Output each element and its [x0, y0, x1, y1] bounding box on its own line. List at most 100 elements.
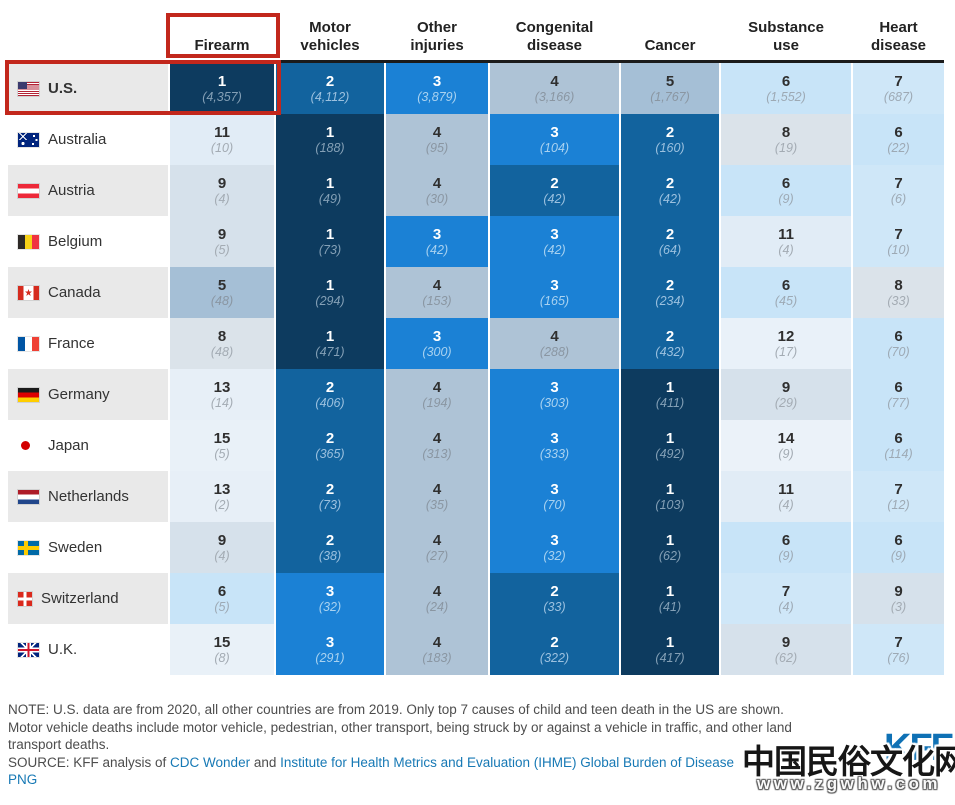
country-label: Belgium: [8, 216, 168, 267]
rank-cell: 6 (70): [853, 318, 944, 369]
rank-cell: 1 (417): [621, 624, 719, 675]
death-count: (4,357): [202, 89, 242, 104]
note-line-3: transport deaths.: [8, 737, 110, 752]
kff-logo: KFF: [884, 727, 954, 769]
death-count: (406): [315, 395, 345, 410]
source-mid: and: [250, 754, 281, 770]
death-count: (49): [318, 191, 342, 206]
rank-cell: 6 (9): [721, 522, 851, 573]
death-count: (1,767): [650, 89, 690, 104]
death-count: (4): [778, 242, 794, 257]
death-count: (471): [315, 344, 345, 359]
rank-cell: 4 (194): [386, 369, 488, 420]
death-count: (3,879): [417, 89, 457, 104]
rank-cell: 6 (5): [170, 573, 274, 624]
rank-value: 7: [894, 633, 903, 651]
rank-cell: 11 (10): [170, 114, 274, 165]
death-count: (4): [778, 599, 794, 614]
rank-cell: 1 (492): [621, 420, 719, 471]
death-count: (22): [887, 140, 910, 155]
rank-cell: 9 (62): [721, 624, 851, 675]
nl-flag-icon: [18, 489, 39, 504]
rank-value: 9: [781, 633, 791, 651]
rank-value: 7: [894, 480, 903, 498]
death-count: (9): [890, 548, 907, 563]
death-count: (70): [887, 344, 910, 359]
rank-cell: 3 (104): [490, 114, 619, 165]
rank-value: 3: [325, 582, 335, 600]
death-count: (32): [543, 548, 566, 563]
death-count: (2): [214, 497, 230, 512]
rank-cell: 2 (42): [621, 165, 719, 216]
cdc-wonder-link[interactable]: CDC Wonder: [170, 754, 251, 770]
country-label: Germany: [8, 369, 168, 420]
rank-value: 2: [550, 174, 559, 192]
rank-value: 5: [217, 276, 227, 294]
png-download-link[interactable]: PNG: [8, 772, 38, 787]
country-label: Canada: [8, 267, 168, 318]
ca-flag-icon: [18, 285, 39, 300]
rank-cell: 3 (32): [490, 522, 619, 573]
rank-cell: 2 (42): [490, 165, 619, 216]
watermark-site-url: www.zgwhw.com: [757, 774, 942, 793]
death-count: (76): [887, 650, 910, 665]
death-count: (411): [655, 395, 685, 410]
death-count: (38): [318, 548, 342, 563]
death-count: (194): [422, 395, 452, 410]
rank-value: 1: [325, 174, 335, 192]
rank-value: 2: [325, 429, 335, 447]
death-count: (19): [774, 140, 798, 155]
rank-cell: 3 (32): [276, 573, 384, 624]
rank-cell: 4 (153): [386, 267, 488, 318]
rank-value: 4: [432, 429, 442, 447]
death-count: (5): [214, 242, 230, 257]
be-flag-icon: [18, 234, 39, 249]
rank-value: 6: [781, 72, 791, 90]
rank-value: 1: [325, 276, 335, 294]
death-count: (4): [214, 191, 230, 206]
rank-value: 2: [325, 72, 335, 90]
rank-cell: 2 (73): [276, 471, 384, 522]
country-name: Sweden: [48, 539, 103, 556]
rank-value: 7: [894, 174, 903, 192]
header-divider: [8, 60, 944, 63]
rank-value: 4: [432, 480, 442, 498]
rank-cell: 13 (14): [170, 369, 274, 420]
ihme-link[interactable]: Institute for Health Metrics and Evaluat…: [280, 754, 735, 770]
rank-value: 3: [432, 72, 442, 90]
country-label: Switzerland: [8, 573, 168, 624]
death-count: (5): [214, 446, 230, 461]
rank-value: 7: [894, 225, 903, 243]
country-name: Switzerland: [41, 590, 119, 607]
rank-value: 3: [325, 633, 335, 651]
rank-value: 5: [665, 72, 675, 90]
death-count: (492): [655, 446, 685, 461]
rank-cell: 6 (77): [853, 369, 944, 420]
rank-cell: 2 (64): [621, 216, 719, 267]
rank-value: 6: [894, 327, 903, 345]
rank-value: 4: [432, 378, 442, 396]
death-count: (10): [887, 242, 910, 257]
death-count: (322): [539, 650, 570, 665]
rank-value: 6: [781, 531, 791, 549]
watermark-site-name: 中国民俗文化网: [742, 743, 955, 780]
rank-value: 1: [665, 531, 675, 549]
rank-cell: 2 (160): [621, 114, 719, 165]
rank-cell: 15 (8): [170, 624, 274, 675]
fr-flag-icon: [18, 336, 39, 351]
rank-cell: 9 (29): [721, 369, 851, 420]
country-name: France: [48, 335, 95, 352]
rank-cell: 1 (411): [621, 369, 719, 420]
rank-value: 9: [217, 174, 227, 192]
rank-value: 4: [550, 72, 559, 90]
rank-cell: 11 (4): [721, 216, 851, 267]
column-header-other-injuries: Other injuries: [410, 19, 464, 54]
rank-cell: 4 (3,166): [490, 63, 619, 114]
death-count: (9): [778, 446, 794, 461]
rank-value: 9: [781, 378, 791, 396]
death-count: (333): [539, 446, 570, 461]
rank-value: 3: [550, 429, 559, 447]
rank-cell: 1 (103): [621, 471, 719, 522]
rank-value: 15: [213, 633, 231, 651]
rank-value: 4: [550, 327, 559, 345]
